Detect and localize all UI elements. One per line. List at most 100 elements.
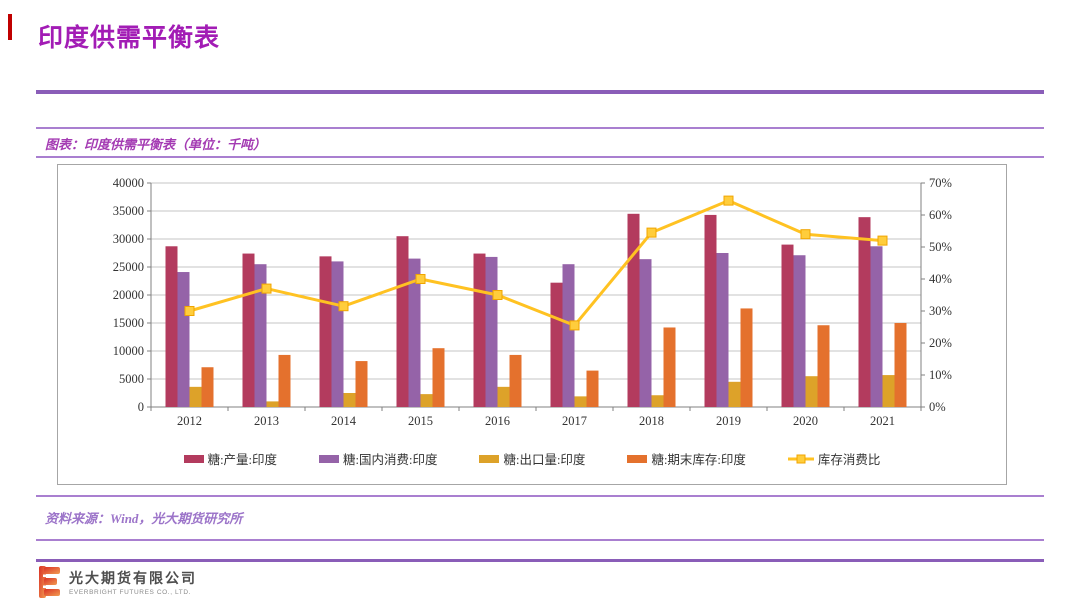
supply-demand-chart: 0 5000 10000 15000 20000 25000 30000 35000 40000… xyxy=(113,176,952,428)
x-axis-category-label: 2019 xyxy=(716,414,741,428)
divider-line xyxy=(36,156,1044,158)
x-axis-category-label: 2015 xyxy=(408,414,433,428)
left-axis-tick-label: 15000 xyxy=(113,316,144,330)
ratio-line-marker-2018 xyxy=(646,227,657,238)
legend-item-1: 糖:国内消费:印度 xyxy=(319,449,437,468)
source-note: 资料来源：Wind，光大期货研究所 xyxy=(45,511,243,526)
left-axis-tick-label: 25000 xyxy=(113,260,144,274)
legend-label: 糖:产量:印度 xyxy=(207,453,278,467)
legend-label: 糖:出口量:印度 xyxy=(503,453,586,467)
left-axis-tick-label: 0 xyxy=(138,400,144,414)
right-axis-tick-label: 70% xyxy=(929,176,952,190)
bar-series1-2013 xyxy=(254,264,267,407)
legend-item-0: 糖:产量:印度 xyxy=(183,449,278,468)
bar-series0-2019 xyxy=(704,214,717,407)
left-axis-tick-label: 5000 xyxy=(119,372,144,386)
bar-series0-2017 xyxy=(550,282,563,407)
divider-line xyxy=(36,127,1044,129)
ratio-line-marker-2014 xyxy=(338,301,349,312)
ratio-line-marker-2012 xyxy=(184,306,195,316)
bar-series2-2018 xyxy=(651,395,664,407)
company-name-en: EVERBRIGHT FUTURES CO., LTD. xyxy=(69,589,192,596)
footer: 光大期货有限公司 EVERBRIGHT FUTURES CO., LTD. xyxy=(38,565,197,599)
x-axis-category-label: 2016 xyxy=(485,414,510,428)
x-axis-category-label: 2017 xyxy=(562,414,587,428)
footer-rule xyxy=(36,559,1044,562)
ratio-line xyxy=(189,199,883,327)
legend-swatch-line xyxy=(787,454,814,463)
chart-container: 0 5000 10000 15000 20000 25000 30000 35000 40000… xyxy=(57,164,1007,485)
bar-series2-2020 xyxy=(805,376,818,407)
bar-series2-2019 xyxy=(728,381,741,407)
bar-series2-2012 xyxy=(189,386,202,407)
bar-series1-2015 xyxy=(408,258,421,407)
legend-swatch-bar xyxy=(319,454,340,463)
x-axis-category-label: 2018 xyxy=(639,414,664,428)
bar-series3-2015 xyxy=(432,348,445,407)
x-axis-category-label: 2021 xyxy=(870,414,895,428)
bar-series3-2013 xyxy=(278,354,291,407)
right-axis-tick-label: 30% xyxy=(929,304,952,318)
legend-label: 糖:国内消费:印度 xyxy=(343,453,438,467)
bar-series1-2014 xyxy=(331,261,344,407)
right-axis-tick-label: 10% xyxy=(929,368,952,382)
right-axis-tick-label: 20% xyxy=(929,336,952,350)
bar-series1-2017 xyxy=(562,264,575,407)
title-accent-bar xyxy=(8,14,12,40)
ratio-line-marker-2016 xyxy=(492,290,503,300)
bar-series1-2018 xyxy=(639,259,652,407)
right-axis-tick-label: 40% xyxy=(929,272,952,286)
bar-series0-2016 xyxy=(473,253,486,407)
ratio-line-marker-2020 xyxy=(800,229,811,240)
bar-series3-2020 xyxy=(817,325,830,407)
bar-series0-2015 xyxy=(396,236,409,407)
bar-series1-2021 xyxy=(870,246,883,407)
right-axis-tick-label: 0% xyxy=(929,400,946,414)
legend-swatch-bar xyxy=(479,454,500,463)
ratio-line-marker-2017 xyxy=(569,320,580,331)
bar-series0-2013 xyxy=(242,253,255,407)
bar-series2-2015 xyxy=(420,394,433,407)
right-axis-tick-label: 50% xyxy=(929,240,952,254)
x-axis-category-label: 2012 xyxy=(177,414,202,428)
everbright-logo-icon xyxy=(39,566,61,598)
ratio-line-marker-2019 xyxy=(723,195,734,206)
ratio-line-marker-2021 xyxy=(877,235,888,246)
bar-series3-2012 xyxy=(201,367,214,407)
bar-series2-2014 xyxy=(343,393,356,407)
legend-item-3: 糖:期末库存:印度 xyxy=(627,449,746,468)
x-axis-category-label: 2020 xyxy=(793,414,818,428)
bar-series3-2014 xyxy=(355,361,368,407)
header-rule xyxy=(36,90,1044,94)
bar-series0-2012 xyxy=(165,246,178,407)
bar-series0-2020 xyxy=(781,244,794,407)
chart-legend: 糖:产量:印度 糖:国内消费:印度 糖:出口量:印度 糖:期末库存:印度 库存消费比 xyxy=(58,449,1006,468)
legend-item-4: 库存消费比 xyxy=(787,449,880,468)
ratio-line-marker-2013 xyxy=(261,283,272,294)
right-axis-tick-label: 60% xyxy=(929,208,952,222)
bar-series1-2012 xyxy=(177,272,190,407)
chart-caption: 图表：印度供需平衡表（单位：千吨） xyxy=(45,137,267,152)
bar-series3-2016 xyxy=(509,354,522,407)
x-axis-category-label: 2014 xyxy=(331,414,357,428)
bar-series1-2019 xyxy=(716,253,729,407)
legend-label: 糖:期末库存:印度 xyxy=(651,453,746,467)
legend-swatch-bar xyxy=(183,454,204,463)
bar-series1-2020 xyxy=(793,255,806,407)
left-axis-tick-label: 30000 xyxy=(113,232,144,246)
ratio-line-marker-2015 xyxy=(415,274,426,284)
bar-series3-2017 xyxy=(586,370,599,407)
page-title: 印度供需平衡表 xyxy=(38,24,221,52)
bar-series0-2021 xyxy=(858,217,871,407)
bar-series0-2014 xyxy=(319,256,332,407)
bar-series2-2016 xyxy=(497,386,510,407)
bar-series2-2021 xyxy=(882,375,895,407)
x-axis-category-label: 2013 xyxy=(254,414,279,428)
legend-item-2: 糖:出口量:印度 xyxy=(479,449,585,468)
bar-series0-2018 xyxy=(627,213,640,407)
divider-line xyxy=(36,495,1044,497)
left-axis-tick-label: 40000 xyxy=(113,176,144,190)
bar-series3-2021 xyxy=(894,323,907,407)
bar-series1-2016 xyxy=(485,256,498,407)
